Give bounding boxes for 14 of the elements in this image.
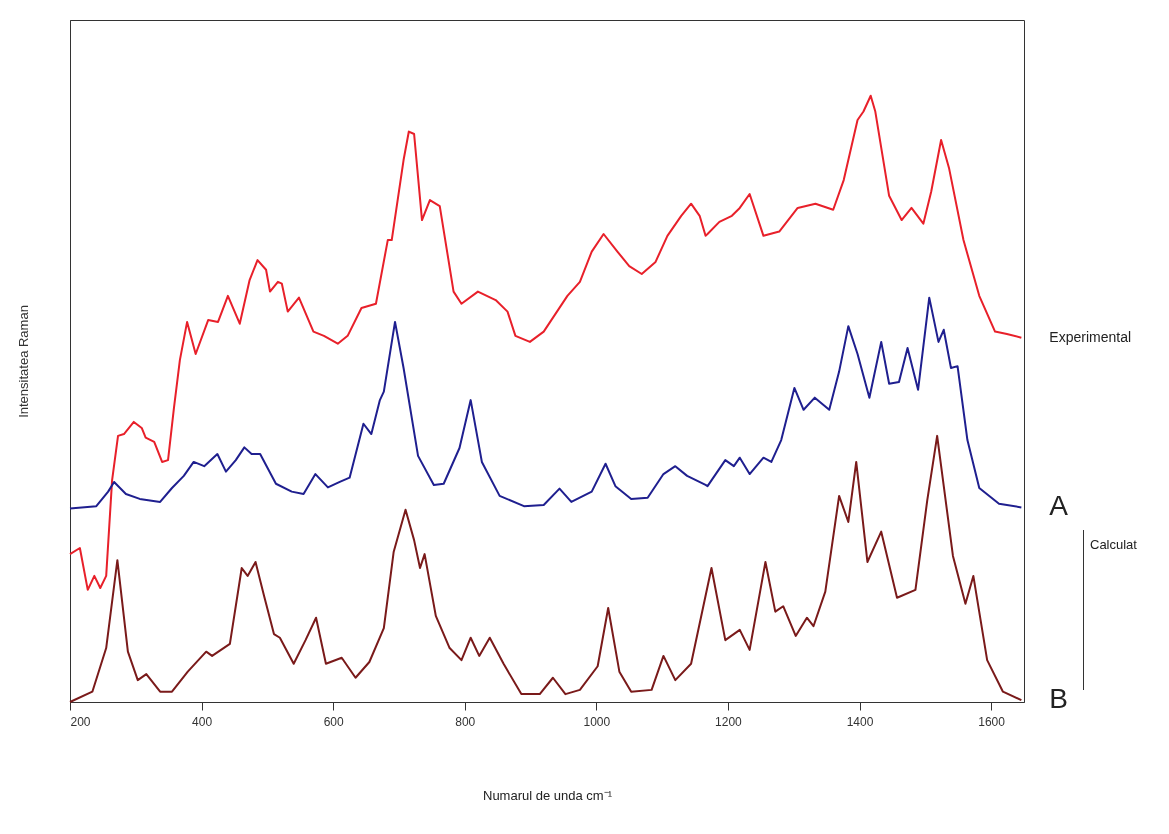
x-tick-label: 200 <box>70 714 91 729</box>
x-axis-title: Numarul de unda cm⁻¹ <box>483 787 613 803</box>
x-tick-label: 1400 <box>846 714 874 729</box>
text: Experimental <box>1049 328 1132 345</box>
x-tick-label: 400 <box>192 714 213 729</box>
series-label: A <box>1049 490 1069 522</box>
y-axis-title: Intensitatea Raman <box>15 305 31 418</box>
x-tick-label: 600 <box>323 714 344 729</box>
x-tick-label: 800 <box>455 714 476 729</box>
x-tick-label: 1000 <box>583 714 611 729</box>
text: Calculat <box>1090 537 1138 552</box>
x-tick-label: 1200 <box>715 714 743 729</box>
x-tick-label: 1600 <box>978 714 1006 729</box>
series-label: B <box>1049 683 1069 715</box>
